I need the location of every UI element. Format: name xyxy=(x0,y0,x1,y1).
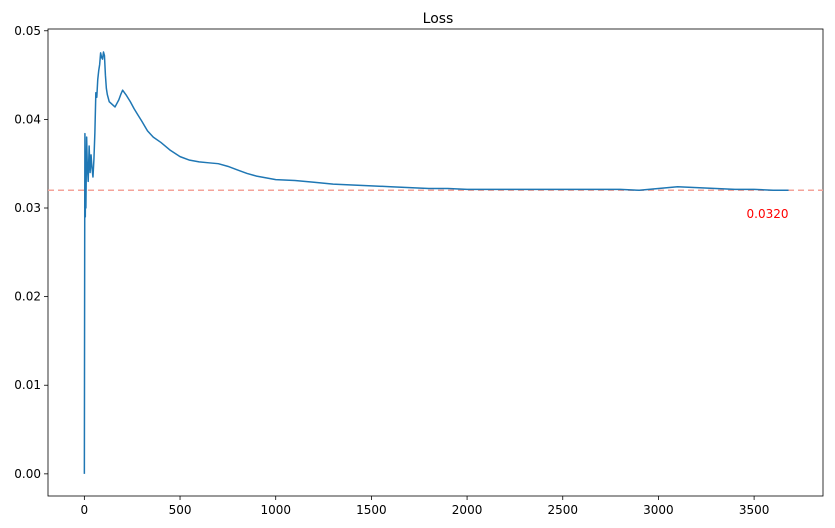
axes-frame xyxy=(47,28,824,497)
x-tick-label: 3500 xyxy=(739,503,770,517)
y-tick-label: 0.04 xyxy=(14,112,41,126)
y-tick-label: 0.05 xyxy=(14,24,41,38)
x-tick-label: 2000 xyxy=(452,503,483,517)
x-tick-label: 1000 xyxy=(260,503,291,517)
x-tick-label: 1500 xyxy=(356,503,387,517)
plot-area: 0 500 1000 1500 2000 2500 3000 3500 0.00 0.01 0.02… xyxy=(14,24,824,517)
x-tick-label: 0 xyxy=(81,503,89,517)
y-tick-label: 0.00 xyxy=(14,467,41,481)
x-tick-label: 500 xyxy=(169,503,192,517)
series-line-loss xyxy=(83,51,789,474)
x-tick-label: 3000 xyxy=(643,503,674,517)
chart-title: Loss xyxy=(423,11,454,27)
y-tick-label: 0.01 xyxy=(14,378,41,392)
y-tick-label: 0.03 xyxy=(14,201,41,215)
x-tick-label: 2500 xyxy=(547,503,578,517)
reference-value-label: 0.0320 xyxy=(747,207,789,221)
y-tick-label: 0.02 xyxy=(14,290,41,304)
